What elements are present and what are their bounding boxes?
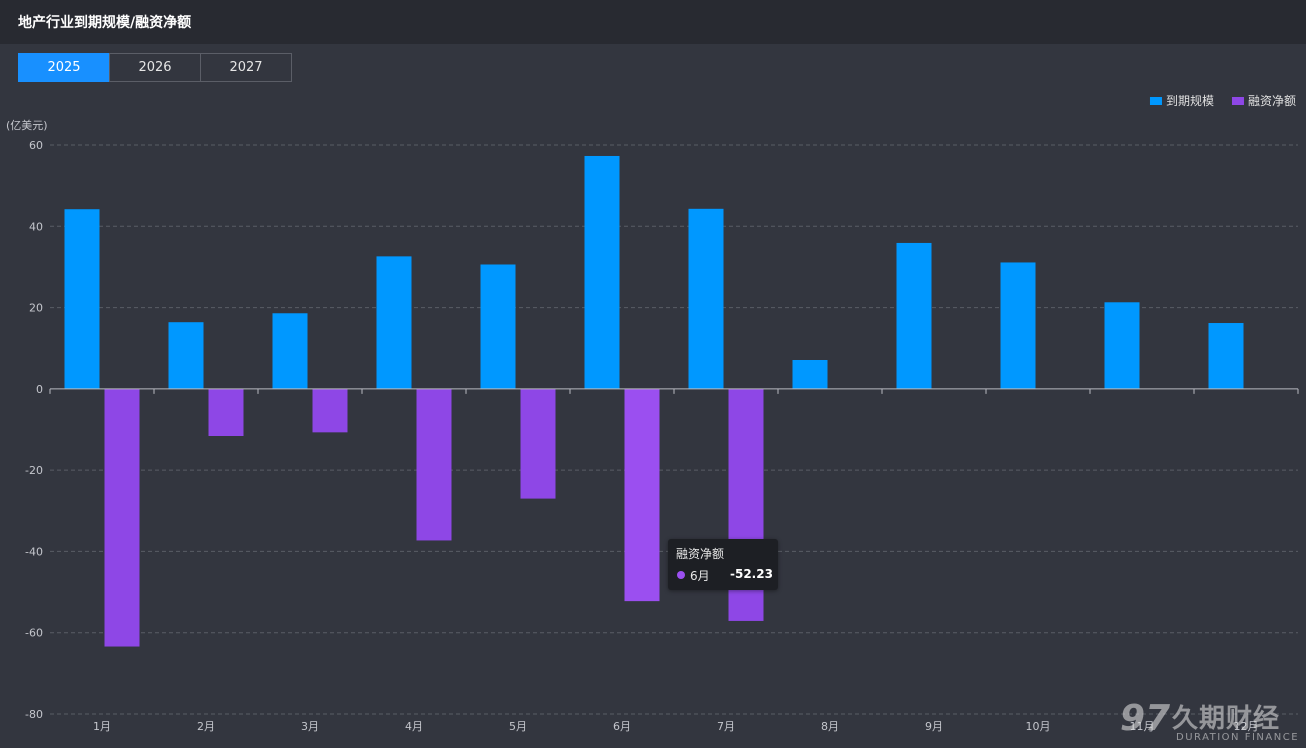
x-tick-label: 5月	[509, 720, 527, 733]
tooltip-category: 6月	[690, 569, 710, 583]
bar-net-financing[interactable]	[104, 388, 140, 647]
watermark-logo: 97	[1120, 698, 1171, 739]
x-tick-label: 9月	[925, 720, 943, 733]
bar-maturity[interactable]	[896, 242, 932, 389]
x-tick-label: 8月	[821, 720, 839, 733]
bar-maturity[interactable]	[1000, 262, 1036, 389]
x-tick-label: 2月	[197, 720, 215, 733]
bar-maturity[interactable]	[792, 360, 828, 389]
y-tick-label: 60	[29, 139, 43, 152]
bar-maturity[interactable]	[64, 209, 100, 389]
y-tick-label: -80	[25, 708, 43, 721]
header-bar: 地产行业到期规模/融资净额	[0, 0, 1306, 44]
legend-swatch	[1149, 97, 1162, 105]
bar-maturity[interactable]	[1208, 323, 1244, 389]
y-tick-label: 40	[29, 220, 43, 233]
bar-net-financing[interactable]	[416, 388, 452, 541]
x-tick-label: 10月	[1026, 720, 1051, 733]
bar-maturity[interactable]	[376, 256, 412, 389]
tooltip-value: -52.23	[730, 567, 773, 581]
bar-net-financing[interactable]	[312, 388, 348, 433]
bar-maturity[interactable]	[480, 264, 516, 389]
y-axis-label: (亿美元)	[6, 119, 48, 132]
page-title: 地产行业到期规模/融资净额	[18, 15, 192, 31]
bar-maturity[interactable]	[1104, 302, 1140, 389]
x-tick-label: 7月	[717, 720, 735, 733]
bar-maturity[interactable]	[168, 322, 204, 389]
bar-net-financing[interactable]	[624, 388, 660, 602]
tooltip-series-dot	[677, 571, 685, 579]
y-tick-label: 0	[36, 383, 43, 396]
tab-2025[interactable]: 2025	[18, 53, 110, 82]
x-tick-label: 6月	[613, 720, 631, 733]
watermark: 97 久期财经 DURATION FINANCE	[1118, 696, 1304, 746]
x-tick-label: 12月	[1234, 720, 1259, 733]
bar-maturity[interactable]	[584, 155, 620, 389]
legend-label: 到期规模	[1166, 93, 1214, 108]
x-tick-label: 1月	[93, 720, 111, 733]
tab-2026[interactable]: 2026	[109, 53, 201, 82]
y-tick-label: -40	[25, 545, 43, 558]
legend-swatch	[1231, 97, 1244, 105]
watermark-name: 久期财经	[1172, 704, 1281, 734]
x-tick-label: 4月	[405, 720, 423, 733]
chart-tooltip: 融资净额 6月 -52.23	[668, 539, 778, 590]
bar-net-financing[interactable]	[520, 388, 556, 499]
year-tabs: 2025 2026 2027	[18, 53, 292, 82]
x-tick-label: 11月	[1130, 720, 1155, 733]
bar-maturity[interactable]	[272, 313, 308, 389]
bar-net-financing[interactable]	[208, 388, 244, 437]
tooltip-title: 融资净额	[676, 547, 725, 561]
legend-label: 融资净额	[1248, 94, 1296, 108]
watermark-subtitle: DURATION FINANCE	[1176, 732, 1300, 743]
y-tick-label: 20	[29, 302, 43, 315]
tab-2027[interactable]: 2027	[200, 53, 292, 82]
y-tick-label: -60	[25, 627, 43, 640]
x-tick-label: 3月	[301, 720, 319, 733]
y-tick-label: -20	[25, 464, 43, 477]
bar-maturity[interactable]	[688, 208, 724, 389]
